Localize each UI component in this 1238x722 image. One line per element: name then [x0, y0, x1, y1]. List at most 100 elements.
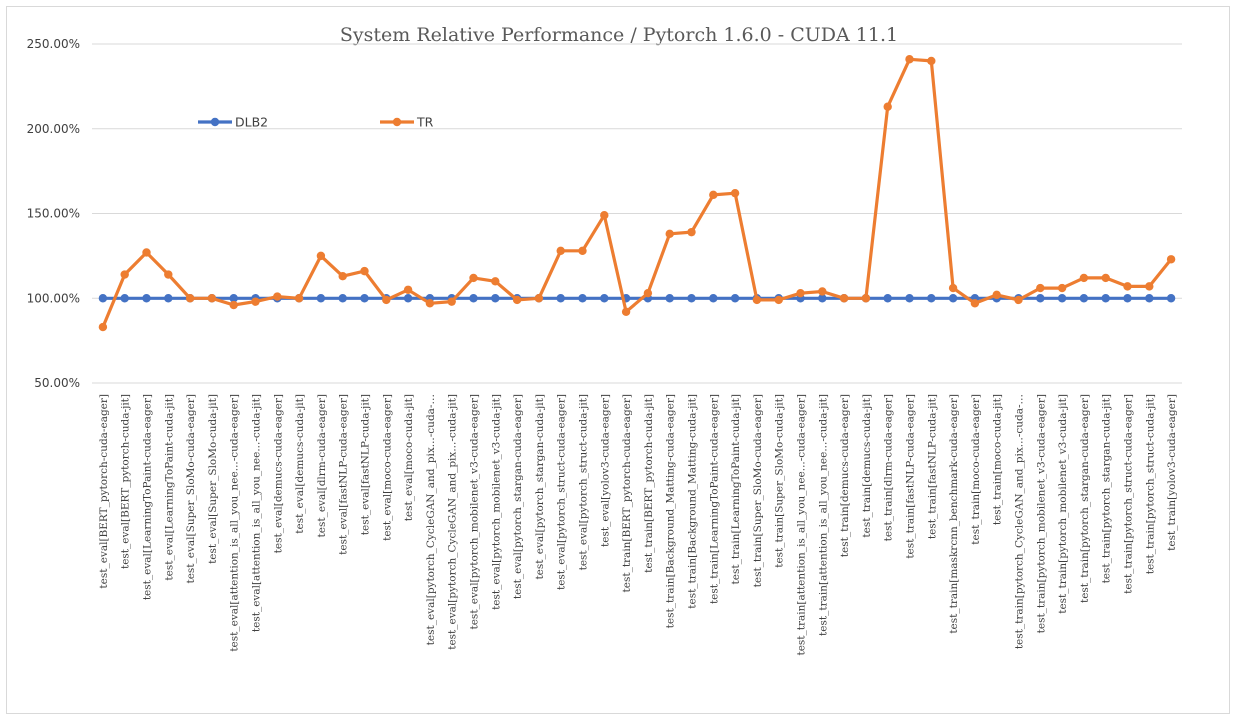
x-tick-label: test_eval[pytorch_mobilenet_v3-cuda-eage… — [469, 394, 481, 630]
data-point-tr — [98, 322, 108, 332]
data-point-tr — [970, 299, 980, 308]
data-point-tr — [360, 266, 369, 276]
series-line-tr — [101, 57, 1173, 329]
x-tick-label: test_train[attention_is_all_you_nee...-c… — [817, 394, 829, 636]
data-point-dlb2 — [316, 294, 326, 303]
data-point-dlb2 — [927, 294, 936, 303]
data-point-tr — [861, 294, 871, 303]
data-point-tr — [469, 273, 478, 283]
data-point-tr — [1123, 282, 1132, 291]
data-point-tr — [207, 294, 217, 303]
data-point-tr — [338, 272, 347, 281]
data-point-tr — [774, 295, 783, 305]
data-point-tr — [491, 277, 500, 286]
gridlines — [92, 43, 1182, 384]
data-point-tr — [382, 295, 391, 305]
data-point-tr — [251, 297, 260, 306]
y-tick-label: 200.00% — [27, 122, 80, 136]
legend-label-dlb2: DLB2 — [235, 115, 268, 130]
x-tick-label: test_eval[fastNLP-cuda-eager] — [338, 394, 350, 555]
x-tick-label: test_eval[fastNLP-cuda-jit] — [360, 394, 372, 535]
x-tick-label: test_train[moco-cuda-jit] — [992, 394, 1004, 525]
chart-frame — [6, 6, 1230, 714]
data-point-tr — [229, 300, 238, 310]
data-point-dlb2 — [1166, 294, 1176, 303]
data-point-tr — [1057, 283, 1067, 293]
data-point-tr — [512, 295, 522, 305]
data-point-tr — [796, 288, 805, 298]
data-point-dlb2 — [1101, 294, 1110, 303]
x-tick-label: test_eval[LearningToPaint-cuda-eager] — [142, 394, 154, 600]
x-tick-label: test_train[demucs-cuda-jit] — [861, 394, 873, 538]
data-point-dlb2 — [469, 294, 478, 303]
x-tick-label: test_eval[pytorch_stargan-cuda-eager] — [512, 394, 524, 599]
data-point-dlb2 — [142, 294, 151, 303]
data-point-tr — [687, 227, 696, 237]
y-tick-label: 150.00% — [27, 207, 80, 221]
x-tick-label: test_train[maskrcnn_benchmark-cuda-eager… — [948, 394, 960, 634]
x-tick-label: test_eval[attention_is_all_you_nee...-cu… — [229, 394, 241, 652]
x-tick-label: test_train[fastNLP-cuda-jit] — [926, 394, 938, 539]
y-axis-ticks: 50.00% 100.00% 150.00% 200.00% 250.00% — [27, 37, 80, 390]
data-point-dlb2 — [164, 294, 173, 303]
x-tick-label: test_train[moco-cuda-eager] — [970, 394, 982, 545]
data-point-tr — [839, 294, 849, 303]
x-tick-label: test_train[pytorch_struct-cuda-eager] — [1123, 394, 1135, 594]
data-point-dlb2 — [1036, 294, 1045, 303]
x-tick-label: test_train[Background_Matting-cuda-eager… — [665, 394, 677, 628]
x-tick-label: test_train[BERT_pytorch-cuda-eager] — [621, 394, 633, 592]
x-tick-label: test_eval[pytorch_struct-cuda-jit] — [578, 394, 590, 570]
data-point-tr — [294, 294, 304, 303]
data-point-dlb2 — [338, 294, 347, 303]
data-point-dlb2 — [905, 294, 914, 303]
x-axis-ticks: test_eval[BERT_pytorch-cuda-eager] test_e… — [98, 394, 1178, 656]
x-tick-label: test_train[attention_is_all_you_nee...-c… — [796, 394, 808, 656]
x-tick-label: test_eval[moco-cuda-jit] — [403, 394, 415, 521]
data-point-tr — [730, 188, 740, 198]
data-point-tr — [621, 307, 631, 317]
data-point-tr — [1101, 273, 1110, 283]
data-point-tr — [665, 229, 674, 239]
x-tick-label: test_eval[demucs-cuda-eager] — [272, 394, 284, 553]
data-point-dlb2 — [709, 294, 718, 303]
x-tick-label: test_eval[BERT_pytorch-cuda-jit] — [120, 394, 132, 569]
x-tick-label: test_train[fastNLP-cuda-eager] — [905, 394, 917, 559]
x-tick-label: test_eval[Super_SloMo-cuda-jit] — [207, 394, 219, 564]
data-point-tr — [992, 290, 1001, 300]
x-tick-label: test_train[dlrm-cuda-eager] — [883, 394, 895, 541]
legend: DLB2 TR — [198, 115, 434, 130]
data-point-dlb2 — [556, 294, 565, 303]
x-tick-label: test_eval[dlrm-cuda-eager] — [316, 394, 328, 537]
legend-marker-tr — [392, 117, 402, 127]
data-point-tr — [120, 270, 129, 279]
x-tick-label: test_train[pytorch_stargan-cuda-jit] — [1101, 394, 1113, 583]
data-point-tr — [905, 55, 914, 64]
data-point-dlb2 — [1123, 294, 1132, 303]
series-group — [98, 55, 1176, 332]
data-point-tr — [578, 246, 587, 255]
data-point-dlb2 — [1145, 294, 1154, 303]
data-point-dlb2 — [665, 294, 674, 303]
data-point-tr — [752, 295, 762, 305]
x-tick-label: test_eval[LearningToPaint-cuda-jit] — [163, 394, 175, 581]
data-point-tr — [709, 190, 718, 200]
x-tick-label: test_train[yolov3-cuda-eager] — [1166, 394, 1178, 551]
data-point-dlb2 — [229, 294, 238, 303]
data-point-tr — [643, 288, 653, 298]
data-point-dlb2 — [1079, 294, 1089, 303]
x-tick-label: test_train[pytorch_CycleGAN_and_pix...-c… — [1014, 394, 1026, 649]
y-tick-label: 100.00% — [27, 291, 80, 305]
x-tick-label: test_eval[pytorch_CycleGAN_and_pix...-cu… — [425, 394, 437, 645]
data-point-dlb2 — [600, 294, 609, 303]
data-point-dlb2 — [491, 294, 500, 303]
data-point-tr — [185, 294, 195, 303]
y-tick-label: 250.00% — [27, 37, 80, 51]
data-point-tr — [1145, 282, 1154, 291]
data-point-tr — [425, 299, 435, 308]
data-point-dlb2 — [578, 294, 587, 303]
data-point-dlb2 — [98, 294, 108, 303]
data-point-tr — [1036, 283, 1045, 293]
data-point-dlb2 — [730, 294, 740, 303]
data-point-dlb2 — [120, 294, 129, 303]
data-point-tr — [1166, 255, 1176, 264]
